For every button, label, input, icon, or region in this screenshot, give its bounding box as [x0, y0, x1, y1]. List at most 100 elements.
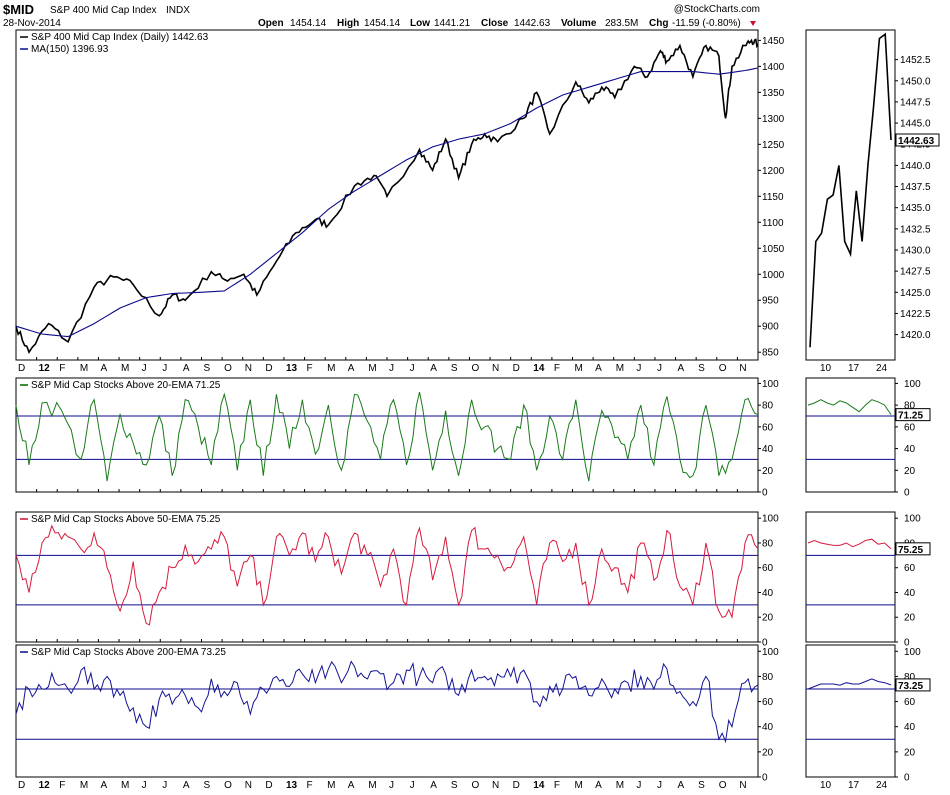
y-tick-label: 80 — [762, 672, 774, 683]
x-tick-label-bottom: S — [698, 780, 705, 791]
zoom-y-tick-label: 1430.0 — [900, 246, 931, 257]
ema20-zoom-frame — [805, 377, 896, 493]
x-tick-label: M — [368, 363, 376, 374]
zoom-price-line — [809, 32, 892, 348]
zoom-y-tick-label: 1422.5 — [900, 309, 931, 320]
x-tick-label-bottom: O — [719, 780, 727, 791]
x-tick-label-bottom: D — [265, 780, 272, 791]
ema20-line — [15, 391, 759, 482]
time-axis: D D 12 12 F F M M A A M M J J J J A A S S O O N N D D 13 13 F F M M A A M M… — [15, 357, 888, 791]
ema50-line — [15, 524, 759, 626]
x-tick-label-bottom: A — [595, 780, 602, 791]
zoom-x-tick-label: 10 — [820, 363, 832, 374]
x-tick-label: J — [657, 363, 662, 374]
ticker-symbol: $MID — [3, 2, 34, 17]
y-tick-label: 20 — [762, 466, 774, 477]
zoom-y-tick-label: 40 — [904, 444, 916, 455]
x-tick-label: N — [739, 363, 746, 374]
ema200-frame — [15, 644, 759, 778]
y-tick-label: 900 — [762, 322, 779, 333]
last-value-label: 71.25 — [898, 411, 923, 422]
x-tick-label-bottom: J — [162, 780, 167, 791]
legend-label: MA(150) 1396.93 — [31, 44, 109, 55]
ema200-zoom-line — [807, 678, 892, 690]
x-tick-label: 12 — [39, 363, 51, 374]
x-tick-label: J — [142, 363, 147, 374]
y-tick-label: 850 — [762, 348, 779, 359]
zoom-y-tick-label: 1452.5 — [900, 55, 931, 66]
last-value-tag — [895, 542, 931, 556]
y-tick-label: 950 — [762, 296, 779, 307]
x-tick-label-bottom: A — [100, 780, 107, 791]
x-tick-label: J — [389, 363, 394, 374]
legend-label: S&P Mid Cap Stocks Above 50-EMA 75.25 — [31, 514, 221, 525]
high-label: High — [337, 18, 359, 29]
last-price-label: 1442.63 — [898, 136, 935, 147]
last-value-label: 75.25 — [898, 545, 923, 556]
x-tick-label-bottom: D — [513, 780, 520, 791]
x-tick-label-bottom: M — [121, 780, 129, 791]
x-tick-label: O — [471, 363, 479, 374]
y-tick-label: 1050 — [762, 244, 785, 255]
low-label: Low — [410, 18, 430, 29]
x-tick-label-bottom: 12 — [39, 780, 51, 791]
exchange-label: INDX — [166, 5, 190, 16]
zoom-y-tick-label: 0 — [904, 638, 910, 649]
y-tick-label: 60 — [762, 697, 774, 708]
y-tick-label: 1100 — [762, 218, 784, 229]
zoom-x-tick-label: 24 — [876, 363, 888, 374]
x-tick-label: A — [348, 363, 355, 374]
x-tick-label: F — [59, 363, 65, 374]
x-tick-label: O — [224, 363, 232, 374]
x-tick-label-bottom: A — [430, 780, 437, 791]
y-tick-label: 80 — [762, 538, 774, 549]
x-tick-label-bottom: A — [348, 780, 355, 791]
x-tick-label: S — [204, 363, 211, 374]
x-tick-label-bottom: D — [18, 780, 25, 791]
zoom-x-tick-label-bottom: 17 — [848, 780, 860, 791]
zoom-y-tick-label: 20 — [904, 747, 916, 758]
x-tick-label-bottom: J — [636, 780, 641, 791]
chg-label: Chg — [649, 18, 668, 29]
x-tick-label-bottom: M — [327, 780, 335, 791]
zoom-x-tick-label-bottom: 10 — [820, 780, 832, 791]
x-tick-label-bottom: J — [657, 780, 662, 791]
ema20-frame — [15, 377, 759, 493]
y-tick-label: 100 — [762, 514, 779, 525]
x-tick-label: N — [492, 363, 499, 374]
x-tick-label: O — [719, 363, 727, 374]
volume-value: 283.5M — [605, 18, 638, 29]
x-tick-label: J — [410, 363, 415, 374]
zoom-y-tick-label: 1427.5 — [900, 267, 931, 278]
watermark: @StockCharts.com — [674, 4, 760, 15]
y-tick-label: 0 — [762, 638, 768, 649]
x-tick-label: A — [100, 363, 107, 374]
x-tick-label: D — [18, 363, 25, 374]
zoom-y-tick-label: 60 — [904, 422, 916, 433]
zoom-y-tick-label: 60 — [904, 697, 916, 708]
x-tick-label: J — [636, 363, 641, 374]
x-tick-label-bottom: M — [575, 780, 583, 791]
close-label: Close — [481, 18, 509, 29]
low-value: 1441.21 — [434, 18, 471, 29]
zoom-y-tick-label: 1447.5 — [900, 97, 931, 108]
chg-value: -11.59 (-0.80%) — [672, 18, 741, 29]
x-tick-label-bottom: J — [142, 780, 147, 791]
y-tick-label: 1300 — [762, 114, 785, 125]
y-tick-label: 1450 — [762, 36, 785, 47]
last-value-label: 73.25 — [898, 681, 923, 692]
x-tick-label: 13 — [286, 363, 298, 374]
x-tick-label-bottom: A — [183, 780, 190, 791]
x-tick-label-bottom: O — [471, 780, 479, 791]
index-name: S&P 400 Mid Cap Index — [50, 5, 157, 16]
x-tick-label: M — [327, 363, 335, 374]
zoom-y-tick-label: 1440.0 — [900, 161, 931, 172]
x-tick-label: J — [162, 363, 167, 374]
zoom-y-tick-label: 1450.0 — [900, 76, 931, 87]
y-tick-label: 1200 — [762, 166, 785, 177]
x-tick-label-bottom: S — [204, 780, 211, 791]
zoom-y-tick-label: 20 — [904, 466, 916, 477]
x-tick-label: M — [575, 363, 583, 374]
legend-label: S&P Mid Cap Stocks Above 20-EMA 71.25 — [31, 380, 221, 391]
